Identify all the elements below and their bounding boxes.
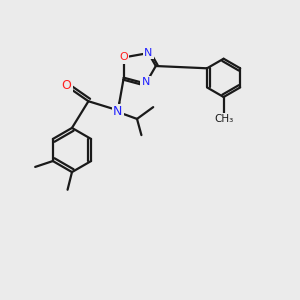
Text: O: O bbox=[61, 79, 71, 92]
Text: N: N bbox=[142, 77, 150, 87]
Text: N: N bbox=[113, 105, 122, 118]
Text: O: O bbox=[119, 52, 128, 62]
Text: N: N bbox=[144, 48, 152, 58]
Text: CH₃: CH₃ bbox=[214, 114, 233, 124]
